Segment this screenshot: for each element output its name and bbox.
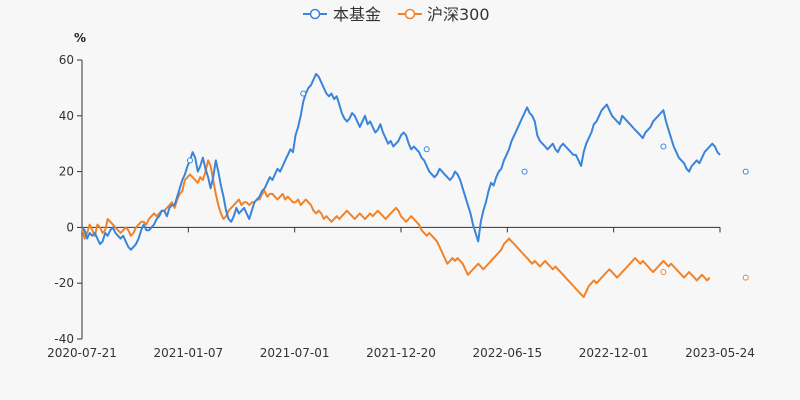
x-tick-label: 2021-12-20 (366, 346, 436, 360)
x-tick-label: 2021-07-01 (260, 346, 330, 360)
series-point-fund (660, 143, 667, 150)
legend-marker-fund (309, 8, 321, 20)
series-point-fund (423, 146, 430, 153)
legend-marker-hs300 (404, 8, 416, 20)
series-line-fund (81, 72, 721, 251)
y-axis-ticks: -40 -20 0 20 40 60 (54, 53, 82, 346)
series-point-fund (742, 168, 749, 175)
y-tick-label: -20 (54, 276, 74, 290)
y-tick-label: 60 (59, 53, 74, 67)
x-axis-ticks: 2020-07-21 2021-01-07 2021-07-01 2021-12-20… (47, 227, 755, 360)
y-tick-label: -40 (54, 332, 74, 346)
legend-label-fund: 本基金 (333, 5, 381, 24)
series-point-hs300 (742, 274, 749, 281)
y-axis-unit-label: % (74, 31, 86, 45)
series-point-fund (521, 168, 528, 175)
legend-item-fund[interactable]: 本基金 (303, 5, 381, 24)
legend-item-hs300[interactable]: 沪深300 (398, 5, 490, 24)
series-layer (81, 72, 749, 299)
x-tick-label: 2022-06-15 (472, 346, 542, 360)
series-point-hs300 (660, 269, 667, 275)
x-tick-label: 2021-01-07 (153, 346, 223, 360)
x-tick-label: 2023-05-24 (685, 346, 755, 360)
series-point-fund (187, 157, 193, 164)
x-tick-label: 2022-12-01 (579, 346, 649, 360)
y-tick-label: 20 (59, 165, 74, 179)
legend-label-hs300: 沪深300 (427, 5, 490, 24)
series-line-hs300 (81, 159, 711, 299)
y-tick-label: 0 (66, 220, 74, 234)
y-tick-label: 40 (59, 109, 74, 123)
series-point-fund (300, 90, 307, 97)
chart-legend[interactable]: 本基金 沪深300 (303, 5, 490, 24)
x-tick-label: 2020-07-21 (47, 346, 117, 360)
